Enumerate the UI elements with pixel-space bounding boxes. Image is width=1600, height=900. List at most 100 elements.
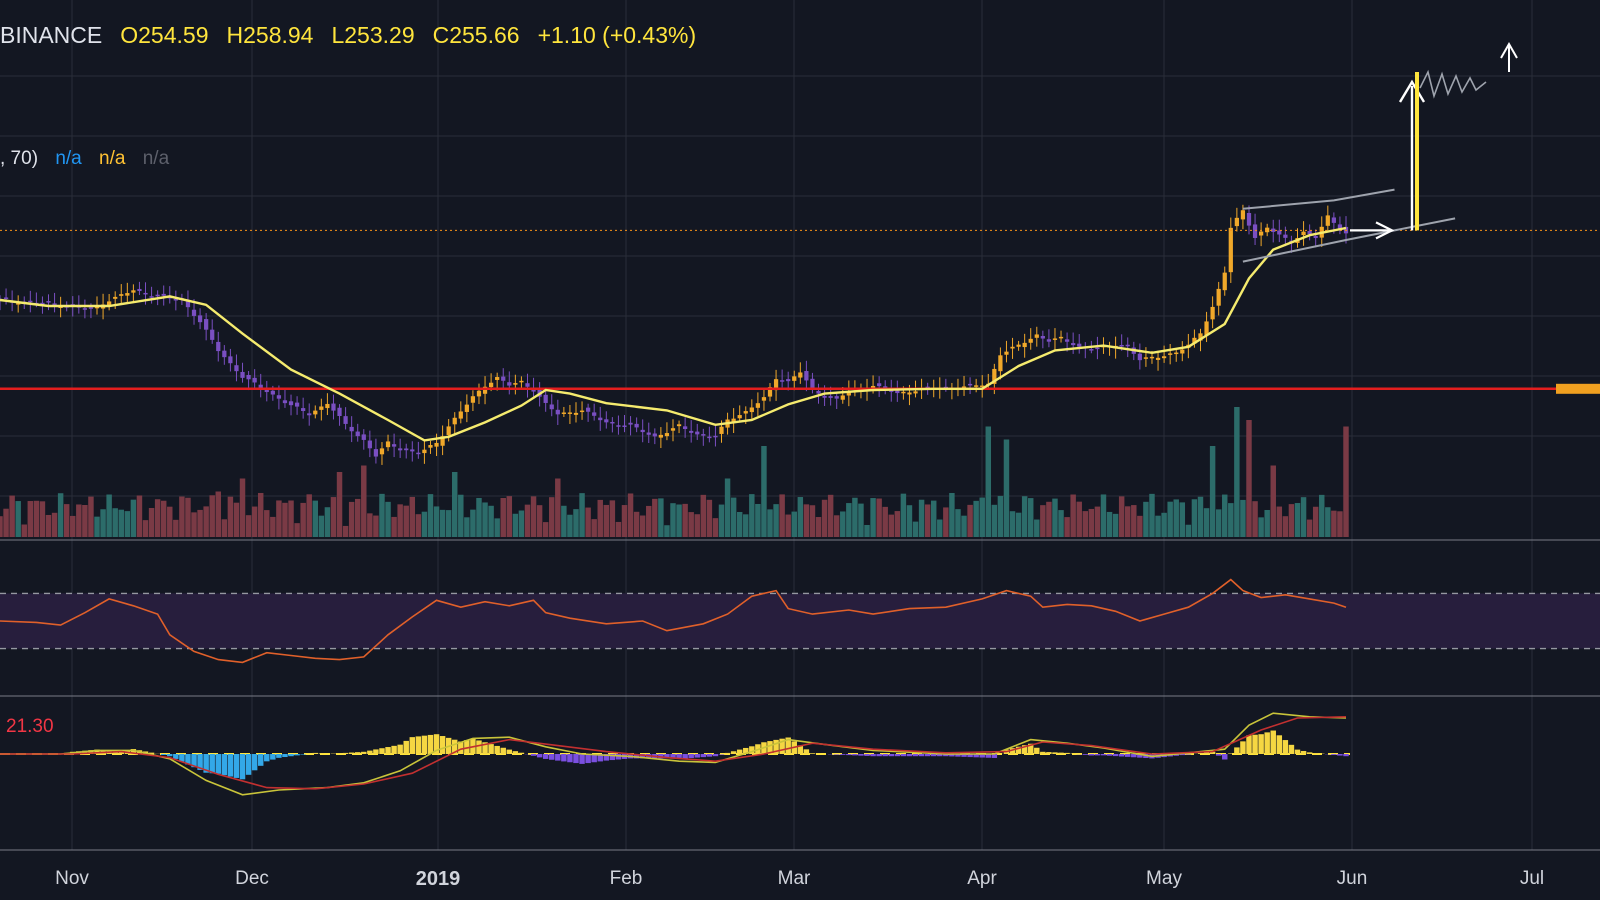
candle-body-177 <box>1071 343 1076 346</box>
macd-hist-161 <box>973 754 979 758</box>
volume-bar-19 <box>112 508 118 537</box>
rsi-value-2: n/a <box>99 148 126 169</box>
volume-bar-20 <box>118 509 124 537</box>
macd-hist-25 <box>148 752 155 754</box>
candle-body-56 <box>337 407 342 417</box>
candle-body-200 <box>1210 306 1215 320</box>
candle-body-23 <box>137 288 142 292</box>
candle-body-42 <box>252 377 257 383</box>
volume-bar-101 <box>609 500 616 537</box>
macd-hist-98 <box>591 754 597 763</box>
volume-bar-191 <box>1155 515 1161 537</box>
candle-body-149 <box>901 391 906 394</box>
volume-bar-137 <box>827 494 834 537</box>
macd-hist-149 <box>900 754 907 757</box>
candle-body-106 <box>640 429 645 433</box>
candle-body-81 <box>488 382 494 388</box>
volume-bar-108 <box>652 498 658 537</box>
volume-bar-90 <box>542 522 549 537</box>
candle-body-101 <box>610 421 615 424</box>
macd-hist-167 <box>1009 748 1016 754</box>
volume-bar-35 <box>209 495 215 537</box>
volume-bar-190 <box>1149 493 1155 537</box>
candle-body-15 <box>88 307 94 309</box>
macd-hist-132 <box>797 745 804 754</box>
volume-bar-159 <box>961 515 967 537</box>
breakout-arrow-head <box>1375 221 1395 240</box>
macd-hist-86 <box>518 752 525 754</box>
candle-body-190 <box>1149 356 1155 359</box>
volume-bar-57 <box>342 525 349 537</box>
volume-bar-129 <box>779 494 785 537</box>
macd-hist-138 <box>833 754 840 755</box>
candle-body-41 <box>246 374 251 380</box>
volume-bar-205 <box>1240 499 1246 537</box>
candles <box>0 204 1349 465</box>
volume-bar-71 <box>427 494 434 537</box>
macd-hist-69 <box>415 736 422 754</box>
volume-bar-2 <box>9 495 15 537</box>
candle-body-217 <box>1313 235 1318 239</box>
volume-bar-212 <box>1282 516 1289 537</box>
volume-bar-111 <box>670 503 676 537</box>
volume-bar-180 <box>1088 508 1095 537</box>
candle-body-119 <box>719 426 724 434</box>
volume-bar-139 <box>840 511 846 537</box>
candle-body-35 <box>210 329 215 340</box>
volume-bar-51 <box>306 494 312 537</box>
volume-bar-102 <box>615 521 622 537</box>
volume-bar-213 <box>1288 504 1295 537</box>
candle-body-54 <box>325 403 330 409</box>
volume-bar-189 <box>1143 501 1149 537</box>
candle-body-176 <box>1064 339 1070 342</box>
candle-body-118 <box>713 435 718 438</box>
macd-hist-102 <box>615 754 622 760</box>
candle-body-90 <box>543 394 548 403</box>
macd-hist-211 <box>1276 735 1283 754</box>
macd-hist-93 <box>561 754 567 762</box>
candle-body-169 <box>1022 342 1027 348</box>
volume-bar-196 <box>1185 524 1192 537</box>
volume-bar-185 <box>1118 496 1125 537</box>
volume-bar-168 <box>1015 512 1022 537</box>
volume-bar-6 <box>33 500 40 537</box>
candle-body-207 <box>1252 224 1258 238</box>
volume-bar-211 <box>1276 506 1283 537</box>
rsi-value-3: n/a <box>142 148 170 169</box>
macd-hist-95 <box>573 754 579 764</box>
candle-body-18 <box>107 301 112 306</box>
candle-body-77 <box>464 404 469 412</box>
candle-body-48 <box>288 401 294 406</box>
volume-bar-202 <box>1222 494 1228 537</box>
macd-hist-208 <box>1258 734 1264 754</box>
close-value: C255.66 <box>432 21 520 48</box>
candle-body-203 <box>1228 227 1233 273</box>
macd-hist-169 <box>1021 745 1028 754</box>
candle-body-136 <box>822 395 827 398</box>
volume-bar-148 <box>894 511 901 537</box>
volume-bar-3 <box>15 501 21 537</box>
volume-bar-109 <box>658 498 664 537</box>
candle-body-8 <box>46 301 51 303</box>
candle-body-112 <box>676 424 682 427</box>
volume-bar-217 <box>1312 506 1319 537</box>
candle-body-7 <box>40 302 45 305</box>
macd-hist-144 <box>870 754 876 757</box>
volume-bar-154 <box>930 500 937 537</box>
macd-hist-31 <box>185 754 191 765</box>
volume-bar-26 <box>154 499 161 537</box>
macd-hist-39 <box>233 754 240 778</box>
macd-hist-209 <box>1264 732 1270 754</box>
candle-body-100 <box>604 419 609 423</box>
volume-bar-72 <box>433 506 440 537</box>
candle-body-212 <box>1283 234 1288 238</box>
candle-body-131 <box>792 376 797 381</box>
candle-body-32 <box>191 309 197 316</box>
volume-bar-164 <box>991 504 998 537</box>
volume-bar-32 <box>191 512 197 537</box>
candle-body-49 <box>294 402 300 407</box>
resistance-marker <box>1556 383 1600 394</box>
macd-hist-183 <box>1106 754 1113 756</box>
candle-body-129 <box>780 380 785 382</box>
